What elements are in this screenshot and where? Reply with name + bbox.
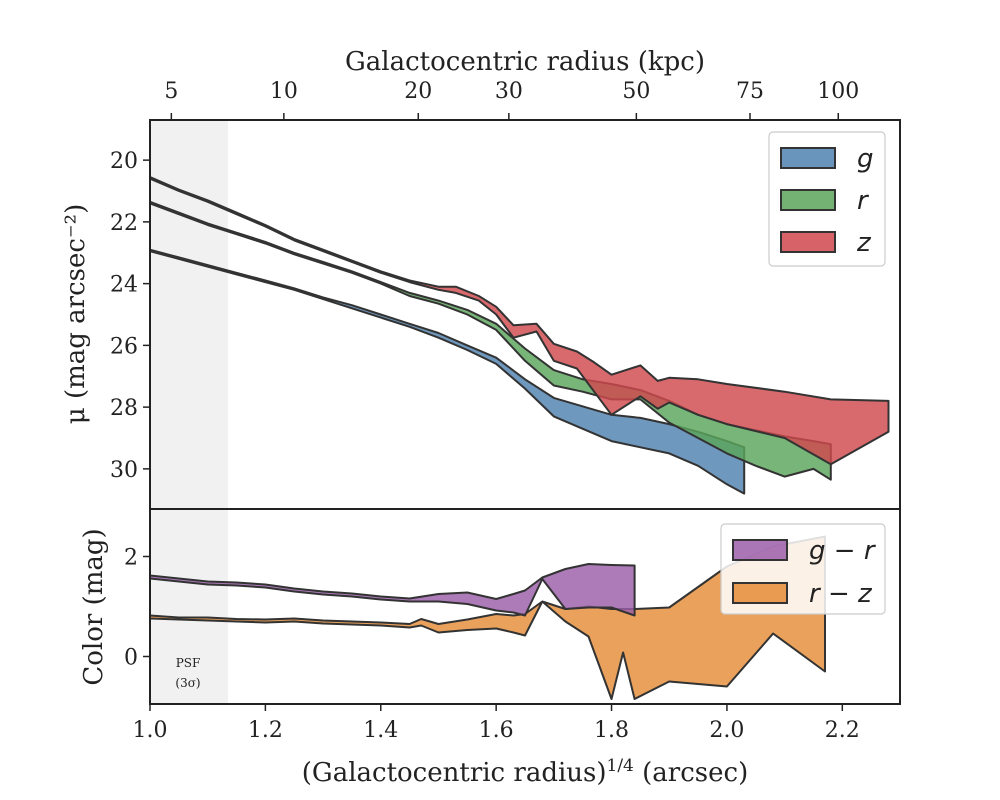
top-legend-swatch: [780, 147, 836, 169]
top-series-band-1: [150, 200, 832, 481]
bottom-xtick-label: 1.0: [133, 718, 168, 743]
top-xtick-label: 75: [736, 79, 764, 104]
psf-note-line2: (3σ): [175, 676, 200, 690]
bottom-xtick-label: 2.0: [709, 718, 744, 743]
bottom-xtick-label: 1.8: [594, 718, 629, 743]
top-ylabel: μ (mag arcsec⁻²): [61, 204, 91, 424]
bottom-series-band-1: [150, 563, 636, 617]
bottom-panel-bands: [150, 535, 826, 700]
top-xtick-label: 10: [270, 79, 298, 104]
axis-labels: Galactocentric radius (kpc) μ (mag arcsec…: [61, 47, 748, 788]
top-legend-label: z: [856, 228, 872, 258]
top-xtick-label: 30: [495, 79, 523, 104]
top-legend-label: r: [857, 186, 870, 216]
bottom-legend-swatch: [732, 539, 788, 561]
top-ytick-label: 28: [110, 396, 138, 421]
top-xtick-label: 20: [404, 79, 432, 104]
top-legend-label: g: [857, 144, 874, 174]
bottom-xlabel: (Galactocentric radius)1/4 (arcsec): [302, 756, 748, 788]
legends: grz g − r r − z: [720, 131, 886, 615]
bottom-xtick-label: 1.6: [479, 718, 514, 743]
top-axis-title: Galactocentric radius (kpc): [345, 47, 705, 77]
bottom-ytick-label: 2: [124, 546, 138, 571]
bottom-xtick-label: 2.2: [825, 718, 860, 743]
top-series-band-2: [150, 176, 890, 466]
top-legend-swatch: [780, 231, 836, 253]
top-ytick-label: 24: [110, 273, 138, 298]
axes: 20 22 24 26 28 30 5 10 20 30 50 75 100 0 2 1.0 1.2 1.4 1.6…: [110, 79, 901, 743]
bottom-legend-swatch: [732, 582, 788, 604]
bottom-xtick-label: 1.2: [248, 718, 283, 743]
top-ytick-label: 30: [110, 458, 138, 483]
bottom-legend-label: g − r: [809, 536, 877, 566]
top-ytick-label: 22: [110, 211, 138, 236]
top-xtick-label: 50: [622, 79, 650, 104]
bottom-series-band-0: [150, 535, 826, 700]
bottom-legend-label: r − z: [809, 579, 873, 609]
top-panel-bands: [150, 176, 890, 495]
top-xtick-label: 100: [817, 79, 859, 104]
top-ytick-label: 26: [110, 334, 138, 359]
top-xtick-label: 5: [164, 79, 178, 104]
bottom-xtick-label: 1.4: [363, 718, 398, 743]
top-legend-swatch: [780, 189, 836, 211]
psf-note-line1: PSF: [176, 656, 201, 670]
bottom-ylabel: Color (mag): [79, 528, 109, 685]
top-series-band-0: [150, 248, 746, 495]
bottom-ytick-label: 0: [124, 646, 138, 671]
top-ytick-label: 20: [110, 149, 138, 174]
bottom-panel-frame: [149, 508, 901, 705]
